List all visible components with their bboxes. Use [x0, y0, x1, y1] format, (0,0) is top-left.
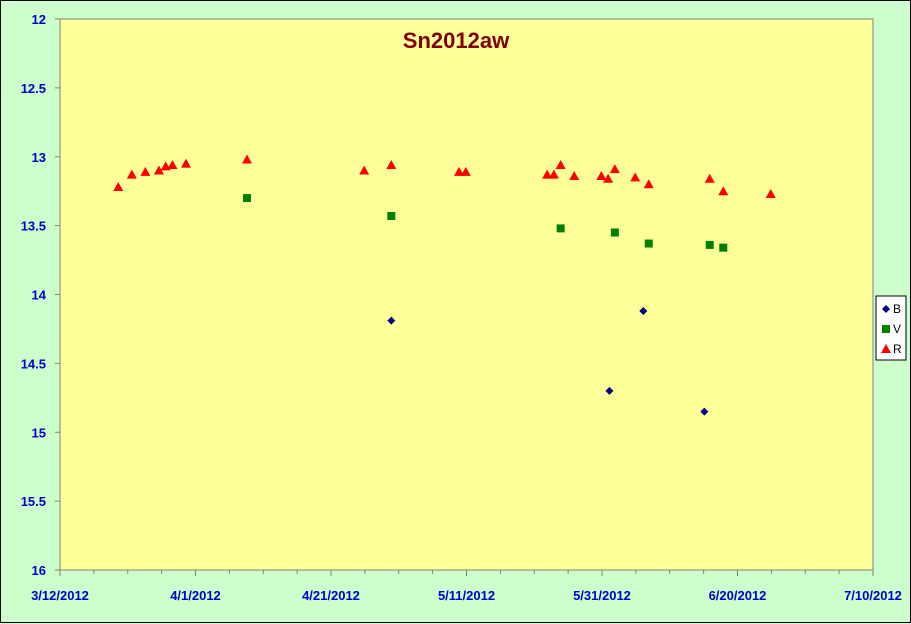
x-tick-label: 4/1/2012 — [170, 588, 221, 603]
point-R — [630, 172, 641, 182]
point-R — [386, 160, 397, 170]
x-tick-label: 5/31/2012 — [573, 588, 631, 603]
point-R — [643, 179, 654, 189]
x-tick-label: 5/11/2012 — [438, 588, 495, 603]
y-tick-label: 14 — [32, 288, 47, 303]
point-R — [555, 160, 566, 170]
point-R — [609, 164, 620, 174]
legend-label-B: B — [893, 302, 901, 316]
point-R — [140, 166, 151, 176]
point-R — [603, 173, 614, 183]
point-B — [605, 386, 614, 395]
point-R — [542, 169, 553, 179]
data-points — [113, 154, 776, 416]
x-tick-label: 4/21/2012 — [302, 588, 360, 603]
point-V — [610, 228, 619, 237]
y-tick-label: 16 — [32, 563, 46, 578]
legend-marker-R — [881, 344, 891, 353]
point-V — [556, 224, 565, 233]
x-tick-label: 6/20/2012 — [709, 588, 767, 603]
x-tick-label: 3/12/2012 — [31, 588, 89, 603]
y-tick-label: 15 — [32, 425, 46, 440]
y-tick-label: 12.5 — [21, 81, 46, 96]
point-R — [181, 158, 192, 168]
point-B — [639, 307, 648, 316]
point-R — [460, 166, 471, 176]
point-V — [705, 240, 714, 249]
point-R — [153, 165, 164, 175]
point-V — [719, 243, 728, 252]
point-R — [765, 188, 776, 198]
plot-area — [59, 18, 874, 571]
point-R — [126, 169, 137, 179]
point-B — [700, 407, 709, 416]
point-R — [569, 171, 580, 181]
legend-label-R: R — [893, 342, 902, 356]
point-R — [548, 169, 559, 179]
point-B — [387, 316, 396, 325]
point-V — [644, 239, 653, 248]
point-R — [704, 173, 715, 183]
point-R — [113, 182, 124, 192]
y-tick-label: 13 — [32, 150, 46, 165]
point-R — [167, 160, 178, 170]
point-V — [242, 194, 251, 203]
y-tick-label: 12 — [32, 12, 46, 27]
point-R — [241, 154, 252, 164]
y-tick-label: 13.5 — [21, 219, 46, 234]
y-tick-label: 14.5 — [21, 356, 46, 371]
x-tick-label: 7/10/2012 — [844, 588, 902, 603]
axes: 12 12.5 13 13.5 14 14.5 15 15.5 16 3/12/2012 4/1/2… — [21, 12, 902, 603]
point-R — [718, 186, 729, 196]
point-V — [387, 211, 396, 220]
legend-marker-B — [882, 305, 890, 313]
legend-label-V: V — [893, 322, 901, 336]
legend-marker-V — [882, 325, 890, 333]
point-R — [359, 165, 370, 175]
point-R — [596, 171, 607, 181]
legend: BVR — [875, 295, 907, 361]
point-R — [454, 166, 465, 176]
legend-box — [875, 295, 907, 361]
chart-title: Sn2012aw — [403, 28, 510, 53]
y-tick-label: 15.5 — [21, 494, 46, 509]
